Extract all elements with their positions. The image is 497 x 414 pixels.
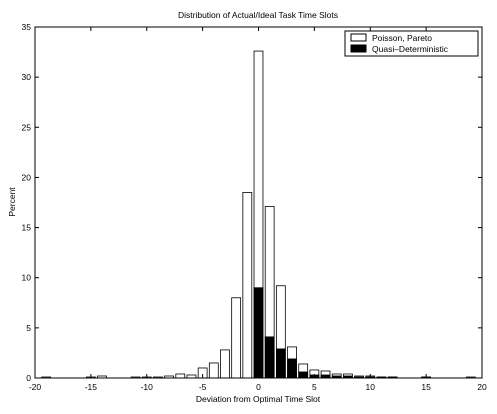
x-tick-label: -5 [199, 382, 207, 392]
bar-series1-x1 [264, 336, 275, 379]
bar-series0-x-3 [220, 349, 230, 379]
y-tick-label: 35 [22, 22, 32, 32]
bar-series1-x2 [275, 348, 286, 379]
x-tick-label: 15 [421, 382, 431, 392]
bar-series0-x-1 [242, 192, 253, 379]
x-axis-label: Deviation from Optimal Time Slot [196, 394, 321, 404]
y-tick-label: 5 [26, 323, 31, 333]
x-tick-label: 5 [312, 382, 317, 392]
y-tick-label: 30 [22, 72, 32, 82]
bar-series0-x-2 [231, 297, 242, 379]
legend-label-poisson-pareto: Poisson, Pareto [372, 33, 432, 43]
legend-box [344, 30, 479, 57]
x-tick-label: -15 [85, 382, 98, 392]
x-tick-label: -20 [29, 382, 42, 392]
y-tick-label: 20 [22, 172, 32, 182]
x-tick-label: 0 [256, 382, 261, 392]
x-tick-label: -10 [141, 382, 154, 392]
legend-label-quasi-deterministic: Quasi–Deterministic [372, 44, 449, 54]
bar-series1-x3 [287, 358, 297, 379]
y-tick-label: 15 [22, 223, 32, 233]
bar-series1-x4 [298, 371, 309, 379]
legend-swatch-poisson-pareto [350, 33, 367, 42]
bar-series0-x-7 [175, 373, 186, 379]
y-tick-label: 25 [22, 122, 32, 132]
y-tick-label: 0 [26, 373, 31, 383]
bar-series1-x0 [253, 287, 264, 379]
chart-title: Distribution of Actual/Ideal Task Time S… [178, 10, 338, 20]
bar-series0-x-4 [208, 362, 219, 379]
y-axis-label: Percent [7, 187, 17, 217]
y-tick-label: 10 [22, 273, 32, 283]
legend: Poisson, Pareto Quasi–Deterministic [344, 30, 479, 57]
ticks-layer: -20 -15 -10 -5 0 5 10 15 20 0 5 10 15 20 25 30 35 [22, 22, 487, 392]
x-tick-label: 10 [366, 382, 376, 392]
legend-swatch-quasi-deterministic [350, 44, 367, 53]
x-tick-label: 20 [477, 382, 487, 392]
bars-layer [41, 50, 476, 379]
